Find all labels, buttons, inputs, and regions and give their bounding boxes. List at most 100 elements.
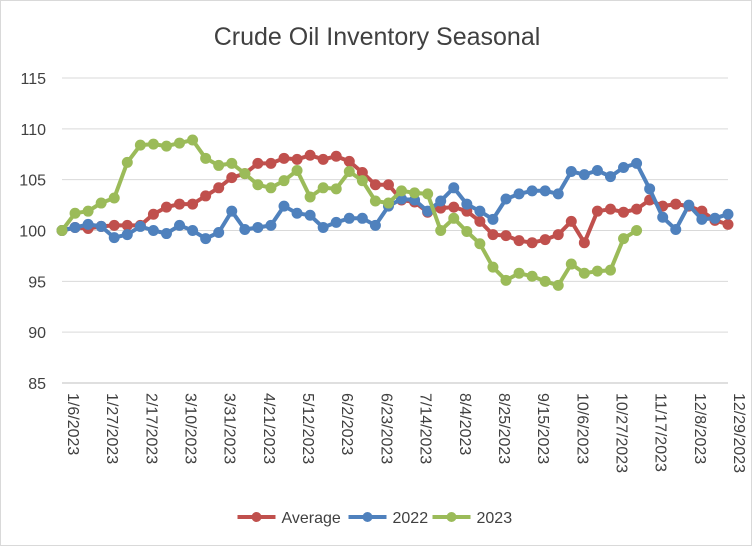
y-tick-label: 95 [28, 274, 46, 291]
data-point-2023 [134, 139, 146, 151]
x-tick-label: 10/27/2023 [612, 393, 629, 473]
data-point-2023 [578, 267, 590, 279]
data-point-2023 [382, 197, 394, 209]
legend: Average 2022 2023 [237, 510, 512, 527]
data-point-2023 [591, 265, 603, 277]
legend-item-2022: 2022 [348, 510, 428, 527]
data-point-average [174, 198, 186, 210]
data-point-2022 [330, 216, 342, 228]
data-point-2023 [291, 165, 303, 177]
data-point-2023 [252, 179, 264, 191]
x-tick-label: 12/29/2023 [730, 393, 747, 473]
y-tick-label: 85 [28, 376, 46, 393]
data-point-2022 [631, 157, 643, 169]
x-tick-label: 11/17/2023 [652, 393, 669, 472]
x-tick-label: 12/8/2023 [691, 393, 708, 464]
y-tick-label: 110 [20, 122, 46, 139]
data-point-2022 [604, 171, 616, 183]
data-point-2022 [709, 212, 721, 224]
data-point-2023 [448, 212, 460, 224]
data-point-2022 [356, 212, 368, 224]
data-point-2023 [160, 140, 172, 152]
series-2022 [56, 157, 734, 245]
data-point-2023 [604, 264, 616, 276]
data-point-2022 [265, 219, 277, 231]
x-tick-label: 6/2/2023 [338, 393, 355, 455]
x-axis-ticks: 1/6/2023 1/27/2023 2/17/2023 3/10/2023 3/31/… [64, 393, 747, 473]
data-point-2023 [226, 157, 238, 169]
data-point-2022 [187, 225, 199, 236]
data-point-average [121, 219, 133, 231]
data-point-2023 [396, 185, 408, 197]
data-point-average [304, 149, 316, 161]
data-point-2022 [95, 220, 107, 232]
data-point-2022 [644, 183, 656, 195]
data-point-2023 [618, 233, 630, 245]
data-point-average [448, 201, 460, 213]
data-point-2022 [448, 182, 460, 194]
data-point-average [526, 237, 538, 249]
data-point-2023 [213, 159, 225, 171]
data-point-2023 [121, 156, 133, 168]
data-point-2023 [369, 195, 381, 207]
data-point-2023 [526, 270, 538, 282]
data-point-2023 [82, 205, 94, 217]
x-tick-label: 8/25/2023 [495, 393, 512, 464]
data-point-2022 [552, 188, 564, 200]
data-point-average [513, 235, 525, 247]
data-point-average [722, 218, 734, 230]
data-point-average [226, 172, 238, 184]
x-tick-label: 2/17/2023 [142, 393, 159, 464]
data-point-2023 [500, 274, 512, 286]
data-point-average [382, 179, 394, 191]
data-point-2022 [134, 220, 146, 232]
legend-swatch-marker [362, 512, 373, 522]
data-point-2022 [200, 233, 212, 245]
x-tick-label: 5/12/2023 [299, 393, 316, 464]
data-point-average [474, 215, 486, 227]
y-tick-label: 105 [19, 173, 46, 190]
data-point-average [539, 234, 551, 246]
data-point-2023 [95, 197, 107, 209]
data-point-2022 [696, 213, 708, 225]
data-point-2023 [343, 166, 355, 178]
data-point-2023 [200, 152, 212, 164]
data-point-average [278, 152, 290, 164]
data-point-average [317, 153, 329, 165]
data-point-2022 [657, 211, 669, 223]
data-point-average [670, 198, 682, 210]
data-point-2022 [291, 207, 303, 219]
data-point-2023 [461, 226, 473, 238]
data-point-2023 [565, 258, 577, 270]
data-point-average [631, 203, 643, 215]
data-point-2023 [487, 261, 499, 273]
x-tick-label: 9/15/2023 [534, 393, 551, 464]
legend-item-average: Average [237, 510, 341, 527]
x-tick-label: 1/27/2023 [103, 393, 120, 464]
data-point-2023 [304, 191, 316, 203]
series-line-average [61, 153, 729, 245]
data-point-2022 [82, 218, 94, 230]
data-point-2022 [160, 228, 172, 240]
data-point-2022 [591, 165, 603, 177]
series-2023 [56, 134, 643, 291]
y-tick-label: 90 [28, 325, 46, 342]
legend-swatch-marker [446, 512, 457, 522]
x-tick-label: 3/10/2023 [182, 393, 199, 464]
x-tick-label: 3/31/2023 [221, 393, 238, 464]
data-point-2023 [278, 175, 290, 187]
data-point-2022 [213, 227, 225, 239]
data-point-average [618, 206, 630, 218]
x-tick-label: 7/14/2023 [417, 393, 434, 464]
data-point-average [252, 157, 264, 169]
data-point-average [200, 190, 212, 202]
series-lines [56, 134, 734, 291]
data-point-average [343, 155, 355, 167]
data-point-average [330, 150, 342, 162]
legend-label: Average [282, 510, 341, 527]
data-point-2022 [539, 185, 551, 197]
data-point-2022 [526, 185, 538, 197]
data-point-2022 [683, 199, 695, 211]
data-point-2023 [422, 188, 434, 200]
